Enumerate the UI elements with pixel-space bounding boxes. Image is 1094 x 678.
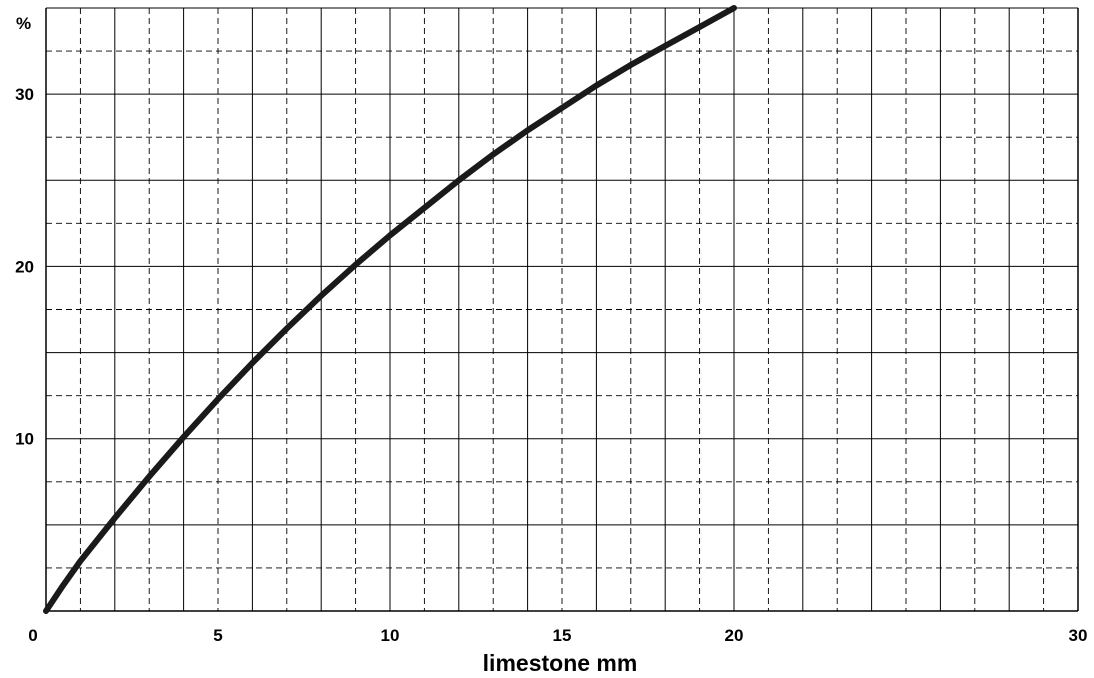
- y-tick-label: 30: [15, 85, 34, 104]
- x-tick-labels: 0 5 10 15 20 30: [28, 626, 1087, 645]
- x-tick-label: 0: [28, 626, 37, 645]
- series-layer: [43, 5, 737, 614]
- x-tick-label: 10: [381, 626, 400, 645]
- x-tick-label: 15: [553, 626, 572, 645]
- x-axis-label: limestone mm: [483, 650, 638, 676]
- y-tick-labels: 10 20 30: [15, 85, 34, 449]
- series-line-0: [43, 5, 737, 614]
- axes: [45, 8, 1079, 612]
- y-tick-label: 20: [15, 257, 34, 276]
- x-tick-label: 30: [1069, 626, 1088, 645]
- x-tick-label: 20: [725, 626, 744, 645]
- grid-major: [46, 7, 1078, 611]
- x-tick-label: 5: [213, 626, 222, 645]
- y-tick-label: 10: [15, 430, 34, 449]
- grid-minor: [46, 8, 1078, 611]
- y-axis-label: %: [16, 14, 31, 33]
